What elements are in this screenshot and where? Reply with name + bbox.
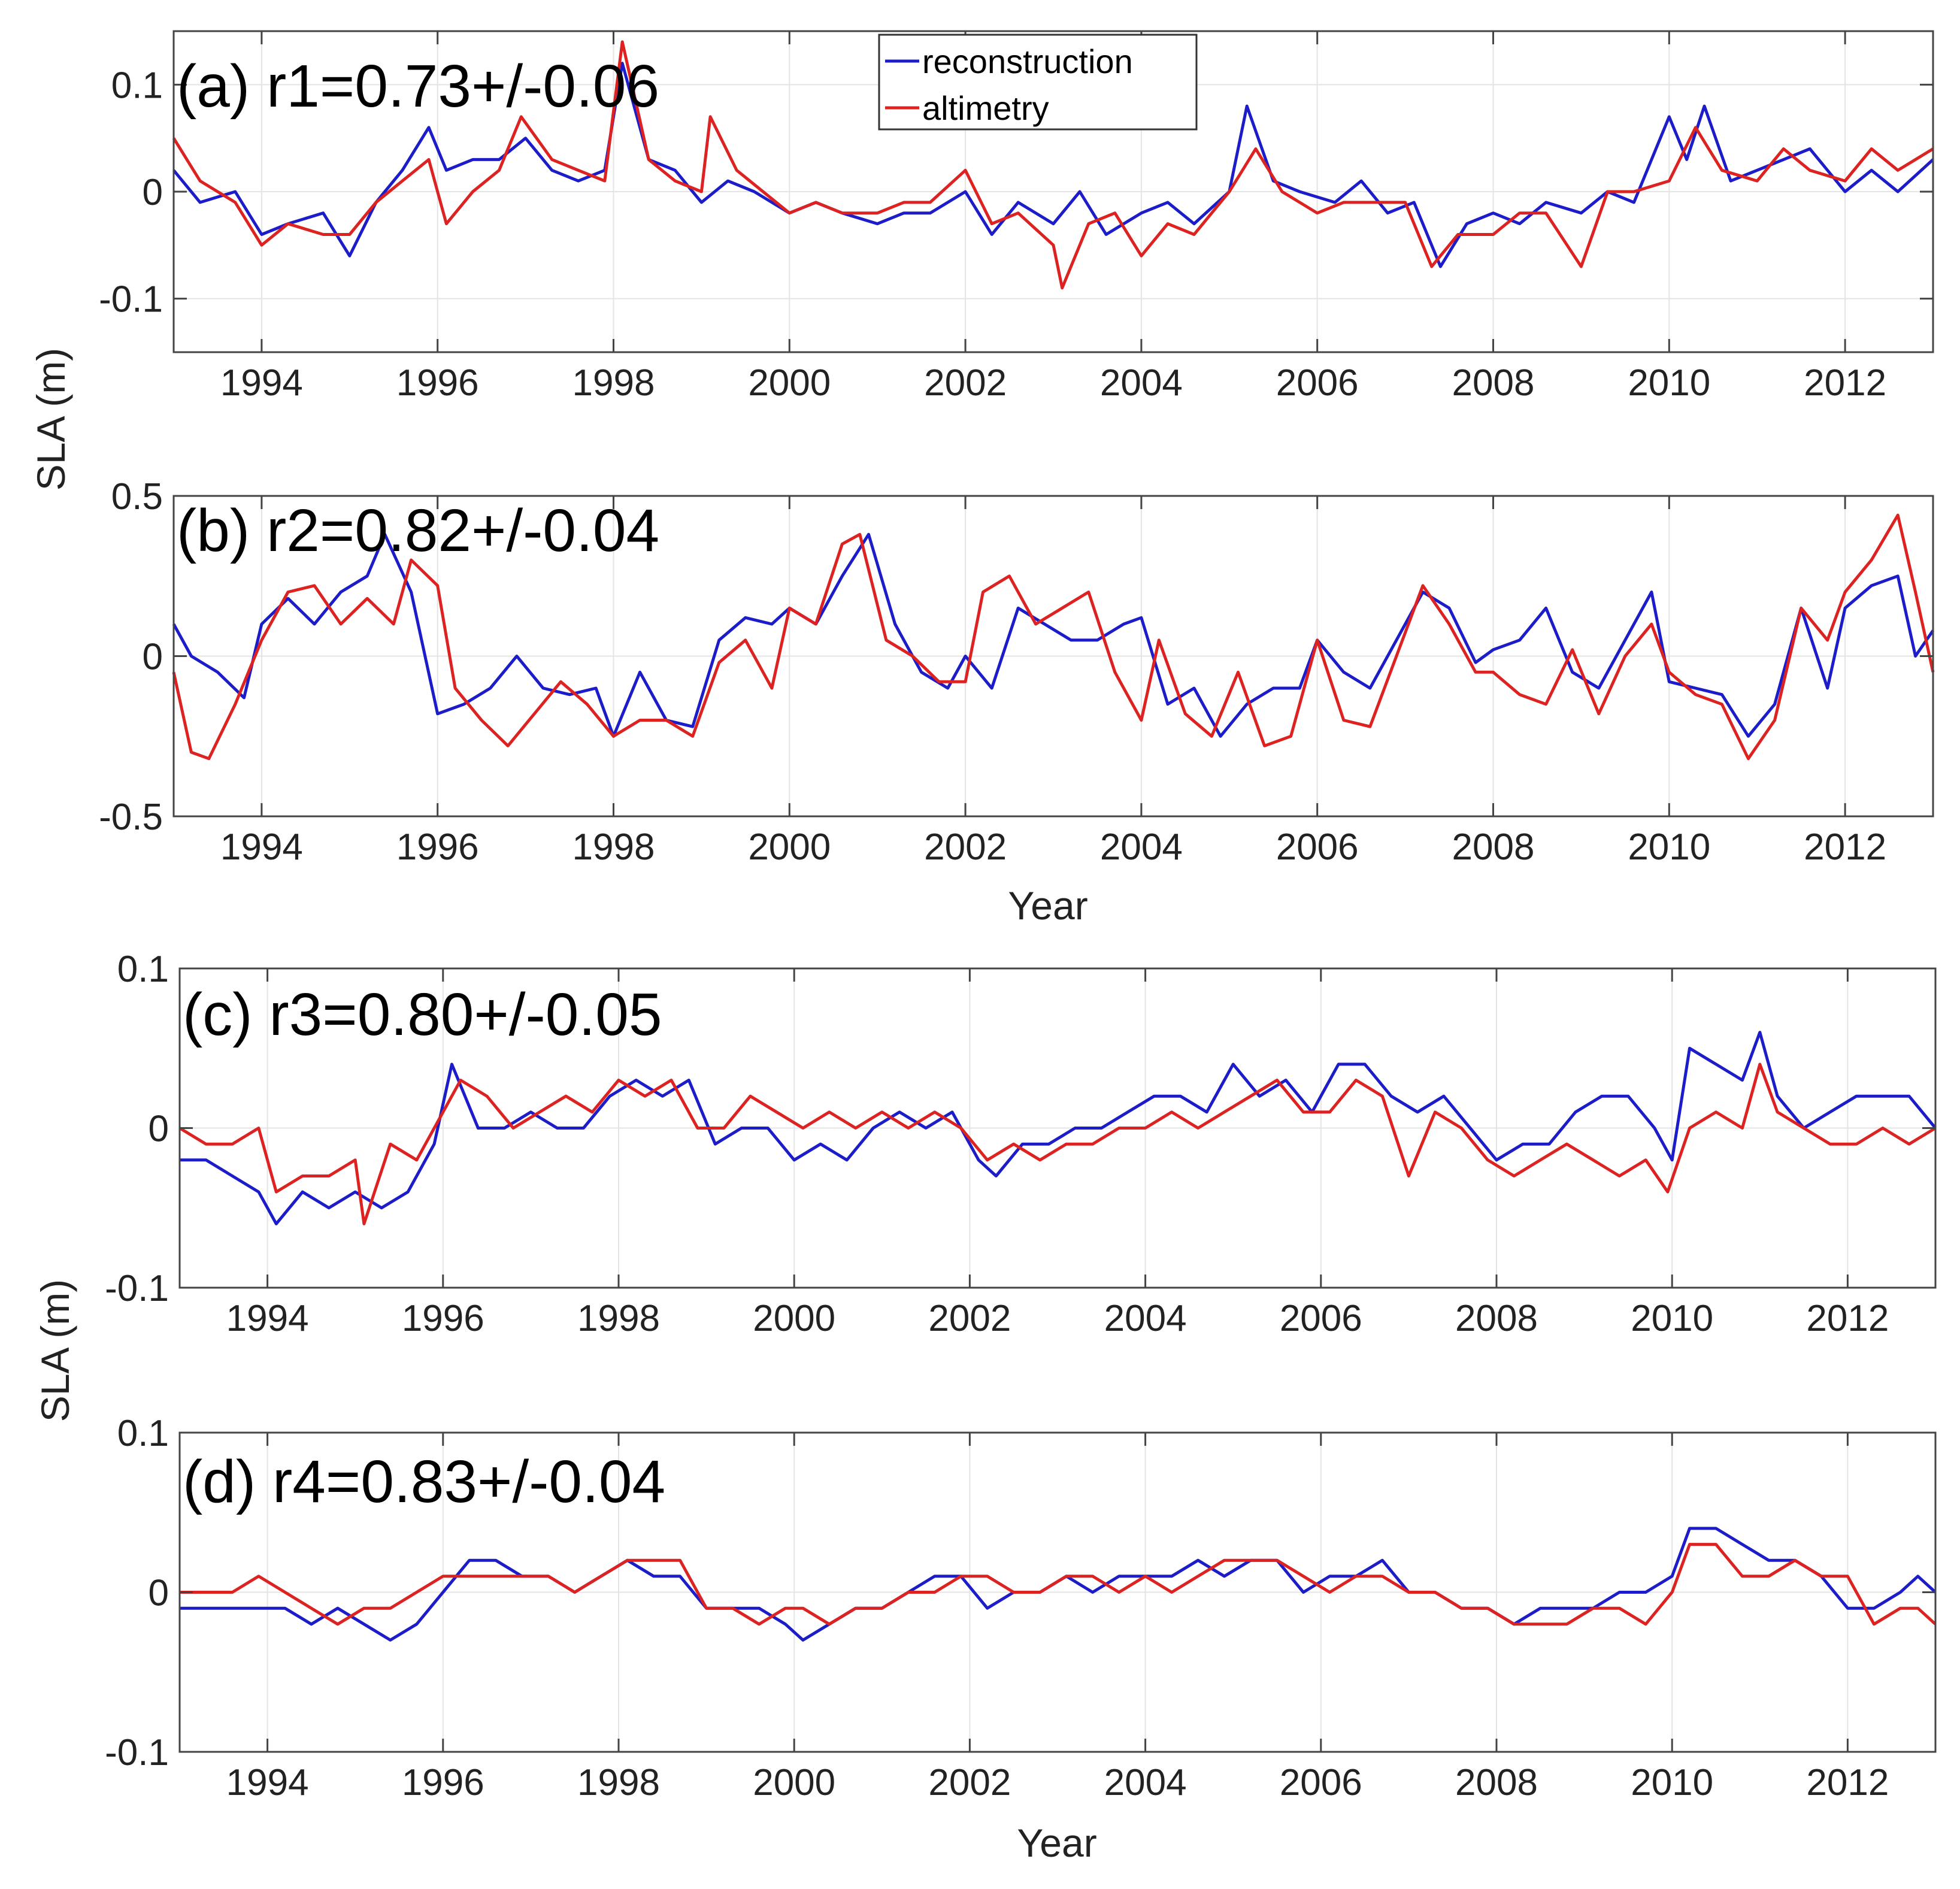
panel-d-x-tick-label: 2000 xyxy=(753,1762,835,1803)
panel-b-x-tick-label: 1994 xyxy=(220,827,303,868)
panel-d-x-tick-label: 1994 xyxy=(226,1762,309,1803)
panel-d-x-tick-label: 1998 xyxy=(577,1762,660,1803)
panel-a-x-tick-label: 1994 xyxy=(220,362,303,404)
panel-b-plot-area: 1994 1996 1998 2000 2002 2004 2006 2008 2010 2012… xyxy=(99,476,1935,868)
panel-a-x-tick-label: 2010 xyxy=(1628,362,1710,404)
panel-b-x-tick-label: 1998 xyxy=(572,827,655,868)
panel-c-x-tick-label: 1994 xyxy=(226,1298,309,1339)
legend-label-reconstruction: reconstruction xyxy=(922,43,1133,80)
panel-b: 1994 1996 1998 2000 2002 2004 2006 2008 2010 2012… xyxy=(99,476,1935,928)
panel-d-title: (d) r4=0.83+/-0.04 xyxy=(183,1448,665,1515)
panel-b-x-tick-label: 2004 xyxy=(1100,827,1183,868)
panel-c-x-tick-label: 2002 xyxy=(928,1298,1011,1339)
panel-a-x-tick-label: 2000 xyxy=(748,362,831,404)
panel-d-y-tick-label: -0.1 xyxy=(105,1732,169,1773)
panel-c-y-tick-label: -0.1 xyxy=(105,1268,169,1309)
panel-d-x-axis-title: Year xyxy=(1017,1821,1096,1865)
panel-b-title: (b) r2=0.82+/-0.04 xyxy=(177,497,659,564)
panel-a-title: (a) r1=0.73+/-0.06 xyxy=(177,53,659,120)
panel-b-x-tick-label: 2000 xyxy=(748,827,831,868)
legend-label-altimetry: altimetry xyxy=(922,89,1049,127)
panel-c-x-tick-label: 2004 xyxy=(1104,1298,1187,1339)
panel-d-series-altimetry xyxy=(180,1543,1937,1626)
panel-b-y-tick-label: -0.5 xyxy=(99,797,163,838)
panel-c-series-reconstruction xyxy=(180,1031,1937,1225)
panel-a-x-tick-label: 1996 xyxy=(396,362,479,404)
panel-a-y-tick-label: 0 xyxy=(143,172,163,213)
panel-d-x-tick-label: 2008 xyxy=(1455,1762,1538,1803)
panel-b-x-tick-label: 1996 xyxy=(396,827,479,868)
y-axis-title-bottom: SLA (m) xyxy=(33,1279,77,1422)
panel-c-y-tick-label: 0.1 xyxy=(117,949,169,990)
panel-a-x-tick-label: 2008 xyxy=(1452,362,1535,404)
panel-a-x-tick-label: 1998 xyxy=(572,362,655,404)
panel-b-y-tick-label: 0 xyxy=(143,637,163,678)
panel-c-x-tick-label: 2000 xyxy=(753,1298,835,1339)
panel-b-series-reconstruction xyxy=(172,532,1935,738)
panel-d-x-tick-label: 2010 xyxy=(1631,1762,1713,1803)
panel-d-y-tick-label: 0.1 xyxy=(117,1413,169,1454)
panel-d-x-tick-label: 2006 xyxy=(1280,1762,1362,1803)
panel-b-x-axis-title: Year xyxy=(1008,883,1087,928)
panel-c-x-tick-label: 2012 xyxy=(1806,1298,1889,1339)
panel-a-x-tick-label: 2012 xyxy=(1804,362,1886,404)
panel-a-series-altimetry xyxy=(172,40,1934,290)
panel-b-x-tick-label: 2002 xyxy=(924,827,1007,868)
panel-d-x-tick-label: 2012 xyxy=(1806,1762,1889,1803)
panel-c-x-tick-label: 2006 xyxy=(1280,1298,1362,1339)
panel-b-series-altimetry xyxy=(172,513,1935,761)
panel-a-y-tick-label: 0.1 xyxy=(111,65,163,106)
panel-d: 1994 1996 1998 2000 2002 2004 2006 2008 2010 2012… xyxy=(105,1413,1937,1865)
legend: reconstruction altimetry xyxy=(878,34,1198,131)
panel-d-y-tick-label: 0 xyxy=(149,1573,169,1614)
panel-c-x-tick-label: 1996 xyxy=(402,1298,484,1339)
panel-d-x-tick-label: 2002 xyxy=(928,1762,1011,1803)
panel-d-plot-area: 1994 1996 1998 2000 2002 2004 2006 2008 2010 2012… xyxy=(105,1413,1937,1803)
panel-b-x-tick-label: 2008 xyxy=(1452,827,1535,868)
y-axis-title-top: SLA (m) xyxy=(29,348,73,491)
panel-c: 1994 1996 1998 2000 2002 2004 2006 2008 2010 2012… xyxy=(105,949,1937,1339)
panel-d-x-tick-label: 2004 xyxy=(1104,1762,1187,1803)
legend-box xyxy=(878,34,1198,131)
panel-a-series-reconstruction xyxy=(172,62,1934,268)
panel-d-x-tick-label: 1996 xyxy=(402,1762,484,1803)
panel-c-series-altimetry xyxy=(178,1062,1937,1225)
panel-c-x-tick-label: 2010 xyxy=(1631,1298,1713,1339)
panel-a-x-tick-label: 2006 xyxy=(1276,362,1359,404)
panel-c-plot-area: 1994 1996 1998 2000 2002 2004 2006 2008 2010 2012… xyxy=(105,949,1937,1339)
panel-a-x-tick-label: 2002 xyxy=(924,362,1007,404)
panel-b-x-tick-label: 2006 xyxy=(1276,827,1359,868)
panel-c-y-tick-label: 0 xyxy=(149,1109,169,1150)
panel-c-x-tick-label: 2008 xyxy=(1455,1298,1538,1339)
panel-a-x-tick-label: 2004 xyxy=(1100,362,1183,404)
panel-b-x-tick-label: 2012 xyxy=(1804,827,1886,868)
panel-b-x-tick-label: 2010 xyxy=(1628,827,1710,868)
panel-b-y-tick-label: 0.5 xyxy=(111,476,163,517)
panel-c-title: (c) r3=0.80+/-0.05 xyxy=(183,981,662,1048)
panel-a-y-tick-label: -0.1 xyxy=(99,279,163,320)
panel-c-x-tick-label: 1998 xyxy=(577,1298,660,1339)
